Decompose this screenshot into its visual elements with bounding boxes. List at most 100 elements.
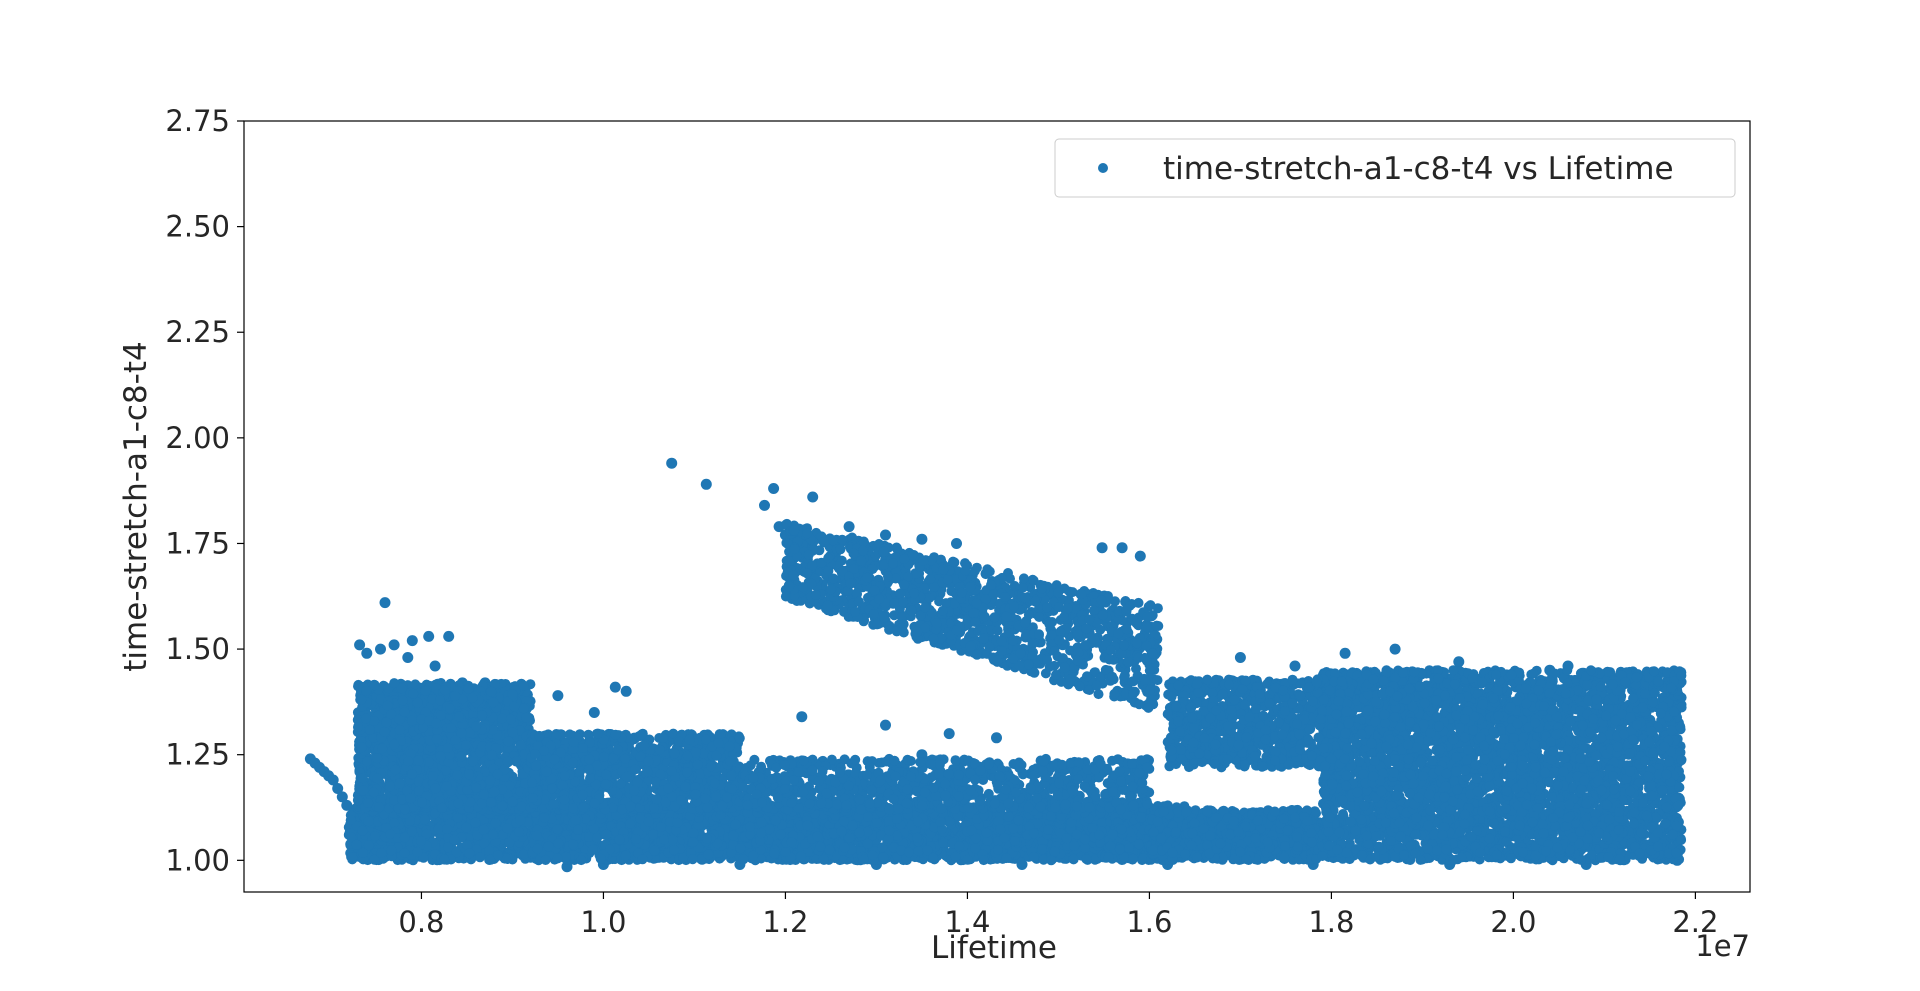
cluster-point [1079,843,1090,854]
data-point [1453,656,1465,668]
cluster-point [912,816,923,827]
cluster-point [442,824,453,835]
cluster-point [488,829,498,840]
data-point [1134,550,1146,562]
data-point [609,681,621,693]
cluster-point [1069,840,1080,851]
cluster-point [1009,836,1020,846]
cluster-point [470,817,481,828]
cluster-point [748,850,759,861]
cluster-point [493,850,504,861]
cluster-point [928,852,939,863]
cluster-point [655,822,666,833]
cluster-point [363,840,374,851]
cluster-point [461,822,472,833]
cluster-point [1116,824,1127,835]
cluster-point [345,815,356,826]
cluster-point [573,824,583,835]
cluster-point [1081,854,1092,864]
data-point [759,499,770,511]
cluster-point [780,847,791,857]
cluster-point [1103,852,1114,863]
data-point [1234,652,1246,663]
cluster-point [649,845,660,856]
cluster-point [838,816,849,827]
cluster-point [867,850,878,861]
cluster-point [815,841,826,852]
data-points [304,457,1683,873]
cluster-point [687,854,698,865]
cluster-point [570,815,581,826]
cluster-point [351,839,362,850]
cluster-point [1013,815,1024,826]
cluster-point [531,830,542,841]
cluster-point [515,815,526,826]
cluster-point [1107,829,1118,840]
cluster-point [892,813,902,824]
cluster-point [357,825,368,836]
cluster-point [553,838,564,849]
data-point [388,639,400,651]
cluster-point [601,829,612,840]
cluster-point [659,834,669,845]
cluster-point [449,834,460,845]
cluster-point [884,825,895,836]
cluster-point [518,849,529,860]
cluster-point [1124,842,1134,853]
data-point [796,711,808,723]
data-point [341,799,353,811]
cluster-point [399,848,410,858]
cluster-point [1049,846,1060,857]
data-point [552,690,564,702]
data-point [1289,660,1301,672]
data-point [423,630,435,642]
cluster-point [688,837,699,847]
cluster-point [786,837,797,848]
cluster-point [1043,824,1054,835]
cluster-point [903,847,914,858]
cluster-point [802,820,813,831]
data-point [916,533,928,545]
data-point [336,791,348,803]
cluster-point [376,848,387,858]
cluster-point [966,825,977,836]
data-point [361,647,373,659]
cluster-point [514,827,525,837]
cluster-point [484,845,495,856]
data-point [354,639,366,651]
cluster-point [775,829,786,840]
cluster-point [995,824,1006,835]
cluster-point [1105,841,1116,851]
data-point [666,457,678,469]
cluster-point [938,838,949,849]
cluster-point [770,815,781,826]
cluster-point [962,854,973,865]
cluster-point [625,818,636,829]
cluster-point [540,855,551,865]
cluster-point [1061,833,1072,844]
cluster-point [433,824,444,834]
cluster-point [464,848,475,859]
cluster-point [992,844,1003,855]
cluster-point [595,853,606,864]
cluster-point [999,832,1010,843]
data-point [402,652,414,663]
cluster-point [1046,855,1057,866]
cluster-point [386,845,397,856]
cluster-point [1028,828,1039,839]
cluster-point [844,832,855,843]
cluster-point [1114,844,1125,855]
cluster-point [669,845,680,856]
cluster-point [862,838,873,849]
cluster-point [701,833,712,844]
cluster-point [912,832,923,843]
cluster-point [539,812,550,823]
cluster-point [672,817,683,828]
cluster-point [637,854,648,865]
cluster-point [756,817,767,828]
data-point [1116,542,1128,554]
cluster-point [954,841,965,852]
cluster-point [1068,854,1079,865]
cluster-point [978,855,989,866]
